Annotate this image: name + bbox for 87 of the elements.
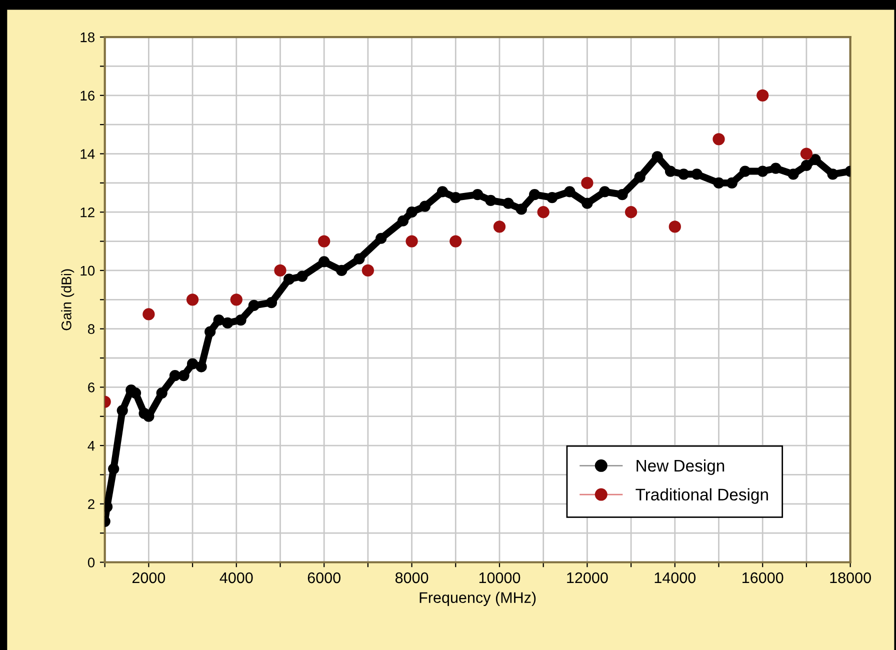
y-tick-label: 8 — [88, 324, 95, 334]
point — [436, 186, 448, 198]
point — [397, 215, 409, 226]
point — [493, 220, 506, 233]
x-tick-label: 2000 — [132, 572, 166, 584]
point — [235, 314, 246, 326]
x-tick-label: 8000 — [395, 572, 428, 584]
point — [450, 235, 462, 248]
point — [406, 206, 418, 218]
point — [624, 206, 638, 218]
point — [213, 314, 224, 326]
point — [757, 166, 768, 177]
x-tick-label: 10000 — [479, 572, 520, 584]
point — [652, 151, 663, 162]
point — [406, 235, 418, 248]
point — [186, 358, 198, 370]
point — [376, 232, 387, 244]
point — [274, 264, 286, 277]
legend-label: Traditional Design — [636, 488, 768, 504]
point — [599, 186, 610, 198]
y-tick-label: 6 — [88, 382, 94, 392]
y-tick-label: 2 — [88, 499, 94, 509]
point — [712, 133, 725, 146]
point — [756, 89, 769, 102]
x-tick-label: 4000 — [220, 572, 253, 584]
y-tick-label: 4 — [88, 441, 95, 451]
point — [516, 204, 527, 215]
point — [564, 186, 576, 198]
point — [318, 235, 330, 248]
point — [186, 294, 199, 306]
point — [664, 166, 676, 177]
point — [691, 168, 702, 180]
point — [678, 168, 690, 180]
point — [668, 220, 681, 233]
point — [740, 166, 751, 177]
point — [726, 177, 738, 188]
point — [788, 168, 799, 180]
point — [546, 192, 558, 204]
point — [529, 189, 540, 200]
point — [800, 148, 813, 160]
point — [450, 192, 462, 204]
point — [616, 189, 628, 200]
point — [248, 300, 260, 312]
point — [178, 370, 190, 382]
point — [116, 404, 128, 416]
point — [283, 274, 295, 285]
x-tick-label: 18000 — [830, 572, 871, 584]
point — [472, 189, 484, 200]
point — [419, 200, 430, 212]
point — [582, 198, 593, 209]
y-tick-label: 10 — [80, 266, 95, 276]
point — [336, 264, 348, 276]
x-tick-label: 12000 — [567, 572, 608, 584]
point — [502, 198, 514, 209]
point — [537, 206, 550, 218]
point — [222, 317, 234, 329]
y-axis-title: Gain (dBi) — [61, 269, 74, 330]
point — [296, 270, 308, 282]
point — [318, 256, 330, 268]
point — [581, 176, 594, 190]
point — [354, 253, 365, 264]
point — [810, 154, 821, 166]
point — [800, 160, 812, 171]
point — [362, 264, 374, 277]
x-tick-label: 16000 — [742, 572, 784, 584]
point — [230, 294, 242, 306]
point — [266, 297, 278, 308]
point — [485, 194, 496, 206]
y-tick-label: 12 — [80, 207, 94, 218]
x-axis-title: Frequency (MHz) — [420, 592, 536, 606]
y-tick-label: 14 — [80, 149, 95, 159]
point — [108, 463, 120, 474]
y-tick-label: 16 — [80, 90, 94, 101]
point — [156, 387, 168, 399]
point — [827, 168, 838, 180]
x-tick-label: 6000 — [308, 572, 340, 584]
point — [634, 172, 646, 183]
point — [196, 361, 207, 372]
x-tick-label: 14000 — [654, 572, 696, 584]
point — [169, 370, 181, 382]
point — [142, 308, 155, 320]
point — [713, 177, 724, 188]
legend-label: New Design — [636, 459, 724, 475]
y-tick-label: 18 — [80, 32, 95, 42]
y-tick-label: 0 — [88, 558, 95, 568]
point — [204, 326, 216, 338]
point — [770, 162, 782, 174]
